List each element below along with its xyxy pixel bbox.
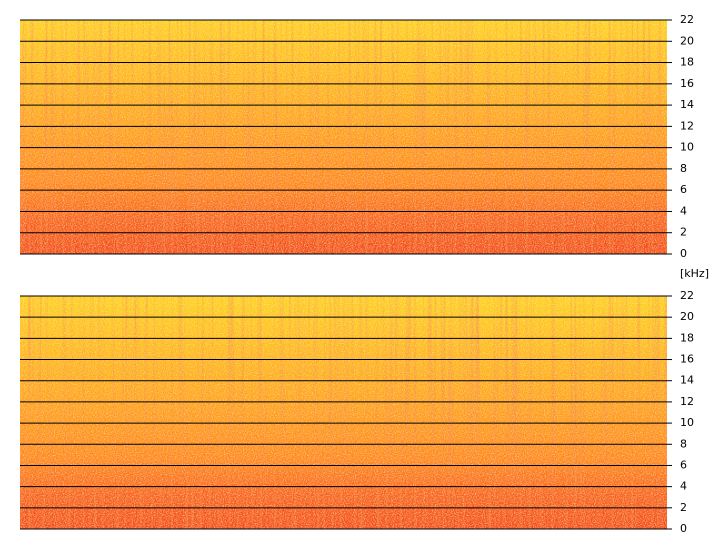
y-tick-label: 8 <box>680 437 687 450</box>
y-tick-label: 12 <box>680 395 694 408</box>
spectrogram-image <box>20 20 667 254</box>
y-tick-label: 6 <box>680 183 687 196</box>
y-tick-label: 2 <box>680 501 687 514</box>
y-tick-label: 2 <box>680 226 687 239</box>
y-tick-label: 20 <box>680 310 694 323</box>
y-tick-label: 4 <box>680 480 687 493</box>
y-tick-label: 8 <box>680 162 687 175</box>
y-tick-label: 4 <box>680 204 687 217</box>
y-tick-label: 14 <box>680 98 694 111</box>
y-tick-label: 22 <box>680 289 694 302</box>
spectrogram-image <box>20 296 667 529</box>
y-tick-label: 0 <box>680 247 687 260</box>
y-tick-label: 10 <box>680 416 694 429</box>
y-tick-label: 12 <box>680 119 694 132</box>
y-tick-label: 16 <box>680 77 694 90</box>
y-tick-label: 18 <box>680 56 694 69</box>
y-tick-label: 6 <box>680 458 687 471</box>
y-tick-label: 14 <box>680 374 694 387</box>
y-tick-label: 10 <box>680 141 694 154</box>
y-axis-label: [kHz] <box>680 267 709 280</box>
y-tick-label: 16 <box>680 353 694 366</box>
y-tick-label: 18 <box>680 331 694 344</box>
y-tick-label: 20 <box>680 34 694 47</box>
y-tick-label: 0 <box>680 522 687 535</box>
y-tick-label: 22 <box>680 13 694 26</box>
